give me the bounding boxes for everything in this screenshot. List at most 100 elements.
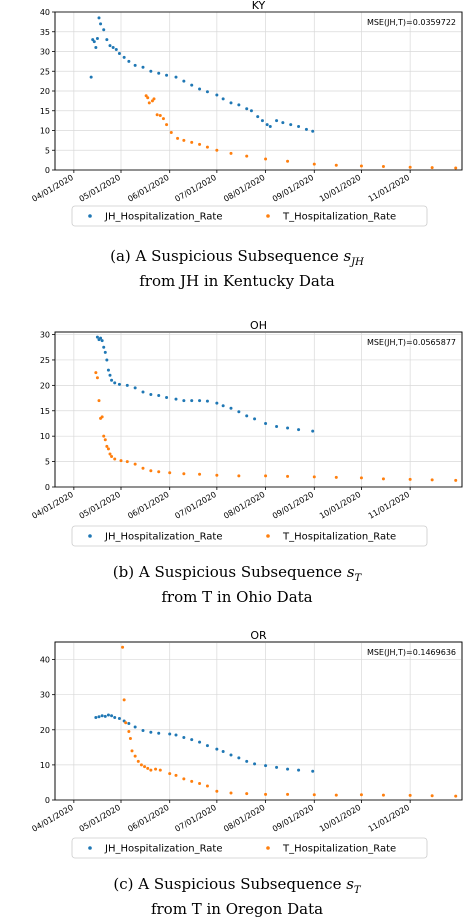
data-point [161,117,165,121]
data-point [130,749,134,753]
data-point [106,713,110,717]
caption-line-2: from T in Oregon Data [150,900,324,918]
data-point [136,759,140,763]
caption-symbol: s [346,563,355,581]
data-point [165,123,169,127]
data-point [359,793,363,797]
x-tick-label: 06/01/2020 [126,490,170,521]
plot-border-ky [54,11,463,171]
data-point [127,59,131,63]
caption-subscript: T [354,573,362,584]
data-point [408,477,412,481]
data-point [205,744,209,748]
data-point [198,142,202,146]
y-tick-label: 30 [40,48,50,57]
data-point [149,469,153,473]
x-tick-label: 10/01/2020 [318,490,362,521]
data-point [264,474,268,478]
y-tick-label: 15 [40,407,50,416]
data-point [289,123,293,127]
x-tick-label: 10/01/2020 [318,803,362,834]
data-point [152,97,156,101]
data-point [205,399,209,403]
data-point [430,794,434,798]
caption-ky: (a) A Suspicious Subsequence sJH from JH … [0,247,474,291]
data-point [105,444,109,448]
data-point [122,55,126,59]
data-point [108,44,112,48]
data-point [334,475,338,479]
data-point [97,399,101,403]
data-point [157,71,161,75]
data-point [127,721,131,725]
data-point [95,36,99,40]
data-point [110,378,114,382]
data-point [113,457,117,461]
legend-marker [88,534,92,538]
x-tick-label: 05/01/2020 [78,803,122,834]
data-point [245,792,249,796]
data-point [117,51,121,55]
data-point [133,725,137,729]
data-point [311,429,315,433]
data-point [237,410,241,414]
data-point [311,769,315,773]
data-point [275,425,279,429]
legend-label: T_Hospitalization_Rate [282,532,396,543]
data-point [100,339,104,343]
series-t-or [121,645,458,798]
caption-text: (a) A Suspicious Subsequence s [110,247,352,265]
data-point [334,793,338,797]
data-point [121,645,125,649]
legend-box [71,205,428,227]
data-point [174,773,178,777]
data-point [174,733,178,737]
data-point [100,714,104,718]
data-point [215,401,219,405]
mse-annotation-ky: MSE(JH,T)=0.0359722 [367,18,456,27]
caption-text: (b) A Suspicious Subsequence s [112,563,355,581]
data-point [168,471,172,475]
data-point [95,376,99,380]
x-tick-label: 05/01/2020 [78,173,122,204]
data-point [92,40,96,44]
data-point [190,83,194,87]
data-point [141,390,145,394]
plot-border-or [54,641,463,801]
data-point [169,130,173,134]
data-point [198,472,202,476]
legend-label: JH_Hospitalization_Rate [104,532,223,543]
data-point [198,740,202,744]
series-jh-or [94,713,315,773]
data-point [430,166,434,170]
data-point [312,162,316,166]
y-tick-label: 30 [40,331,50,340]
caption-symbol: s [343,247,352,265]
data-point [245,414,249,418]
data-point [165,73,169,77]
y-tick-label: 10 [40,127,50,136]
data-point [105,358,109,362]
x-tick-label: 04/01/2020 [30,803,74,834]
data-point [454,166,458,170]
x-tick-label: 05/01/2020 [78,490,122,521]
data-point [215,93,219,97]
data-point [312,793,316,797]
y-tick-label: 30 [40,691,50,700]
y-tick-label: 40 [40,656,50,665]
data-point [168,732,172,736]
data-point [190,399,194,403]
data-point [249,109,253,113]
series-jh-oh [95,335,315,433]
data-point [229,406,233,410]
y-tick-label: 5 [45,146,50,155]
legend-label: T_Hospitalization_Rate [282,212,396,223]
series-t-oh [94,371,458,482]
y-tick-label: 0 [45,483,50,492]
data-point [133,754,137,758]
data-point [174,397,178,401]
data-point [198,87,202,91]
data-point [117,382,121,386]
data-point [245,759,249,763]
legend-label: T_Hospitalization_Rate [282,844,396,855]
